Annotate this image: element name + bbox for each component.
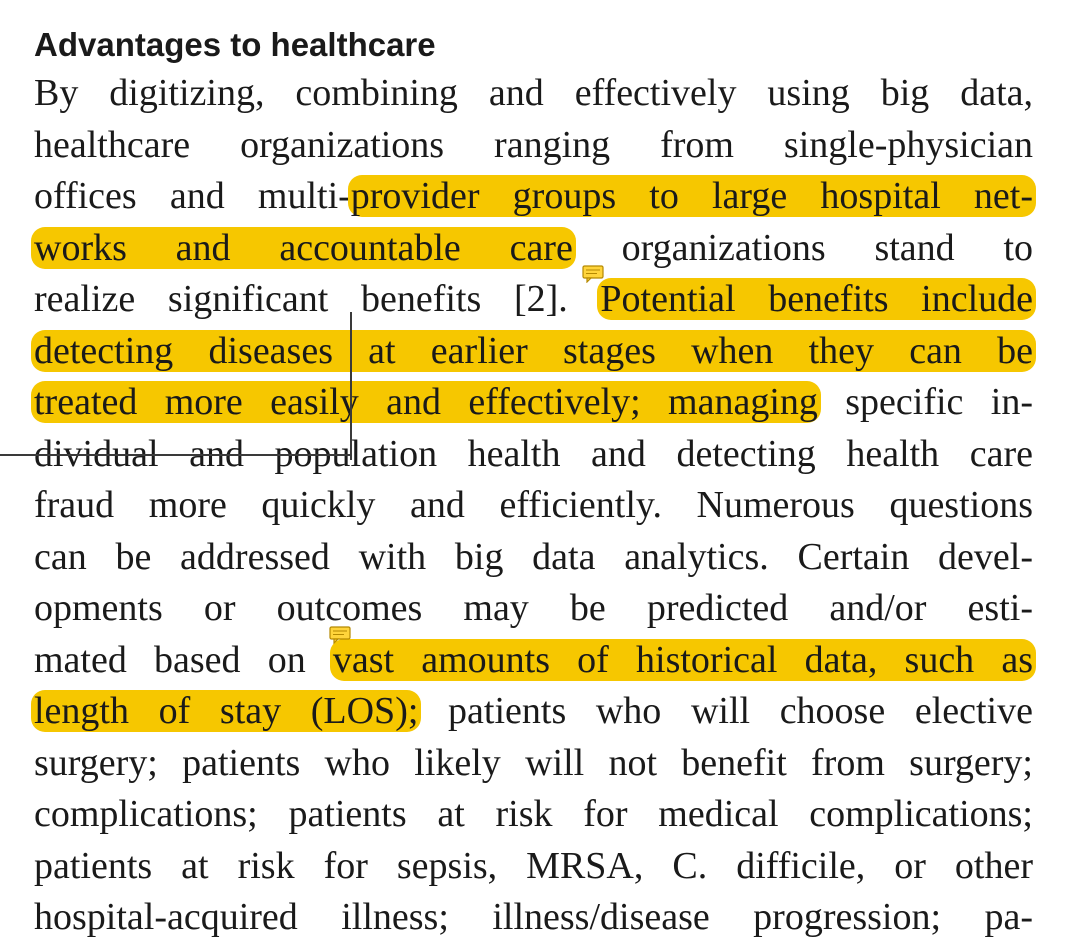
paragraph-line: offices and multi-provider groups to lar… bbox=[34, 171, 1036, 223]
line-text: can be addressed with big data analytics… bbox=[34, 535, 1033, 578]
paragraph-line: complications; patients at risk for medi… bbox=[34, 789, 1033, 841]
crosshair-horizontal-line bbox=[0, 454, 350, 456]
paragraph-line: length of stay (LOS); patients who will … bbox=[31, 686, 1033, 738]
paragraph-line: realize significant benefits [2]. Potent… bbox=[34, 274, 1036, 326]
line-text: organizations stand to bbox=[572, 226, 1034, 269]
line-text: complications; patients at risk for medi… bbox=[34, 793, 1033, 835]
line-text: patients at risk for sepsis, MRSA, C. di… bbox=[34, 844, 1033, 887]
line-text: offices and multi- bbox=[34, 175, 351, 217]
highlighted-text[interactable]: Potential benefits include bbox=[597, 278, 1036, 320]
highlighted-text[interactable]: length of stay (LOS); bbox=[31, 690, 422, 732]
section-heading: Advantages to healthcare bbox=[34, 26, 436, 63]
paragraph-line: hospital-acquired illness; illness/disea… bbox=[34, 892, 1033, 944]
paragraph-line: opments or outcomes may be predicted and… bbox=[34, 583, 1033, 635]
paragraph-line: treated more easily and effectively; man… bbox=[31, 377, 1033, 429]
paragraph-line: works and accountable care organizations… bbox=[31, 223, 1034, 275]
line-text: By digitizing, combining and effectively… bbox=[34, 72, 1033, 114]
paragraph-line: detecting diseases at earlier stages whe… bbox=[31, 326, 1036, 378]
highlighted-text[interactable]: treated more easily and effectively; man… bbox=[31, 381, 821, 423]
line-text: hospital-acquired illness; illness/disea… bbox=[34, 896, 1033, 938]
highlighted-text[interactable]: vast amounts of historical data, such as bbox=[329, 638, 1037, 681]
paragraph-line: healthcare organizations ranging from si… bbox=[34, 120, 1033, 172]
paragraph-line: fraud more quickly and efficiently. Nume… bbox=[34, 480, 1033, 532]
line-text: healthcare organizations ranging from si… bbox=[34, 123, 1033, 166]
line-text: realize significant benefits [2]. bbox=[34, 278, 601, 320]
comment-note-icon[interactable] bbox=[329, 626, 351, 644]
paragraph-line: mated based on vast amounts of historica… bbox=[34, 635, 1037, 687]
line-text: dividual and population health and detec… bbox=[34, 432, 1033, 475]
crosshair-vertical-line bbox=[350, 312, 352, 460]
comment-note-icon[interactable] bbox=[582, 265, 604, 283]
highlighted-text[interactable]: detecting diseases at earlier stages whe… bbox=[31, 329, 1036, 372]
paragraph-line: dividual and population health and detec… bbox=[34, 429, 1033, 481]
paragraph-line: patients at risk for sepsis, MRSA, C. di… bbox=[34, 841, 1033, 893]
paragraph-line: By digitizing, combining and effectively… bbox=[34, 68, 1033, 120]
line-text: opments or outcomes may be predicted and… bbox=[34, 587, 1033, 629]
line-text: surgery; patients who likely will not be… bbox=[34, 741, 1033, 784]
line-text: patients who will choose elective bbox=[418, 690, 1033, 732]
line-text: mated based on bbox=[34, 638, 333, 681]
line-text: fraud more quickly and efficiently. Nume… bbox=[34, 484, 1033, 526]
paragraph-line: can be addressed with big data analytics… bbox=[34, 532, 1033, 584]
line-text: specific in- bbox=[817, 381, 1033, 423]
highlighted-text[interactable]: provider groups to large hospital net- bbox=[347, 175, 1036, 217]
highlighted-text[interactable]: works and accountable care bbox=[31, 226, 576, 269]
paragraph-line: surgery; patients who likely will not be… bbox=[34, 738, 1033, 790]
